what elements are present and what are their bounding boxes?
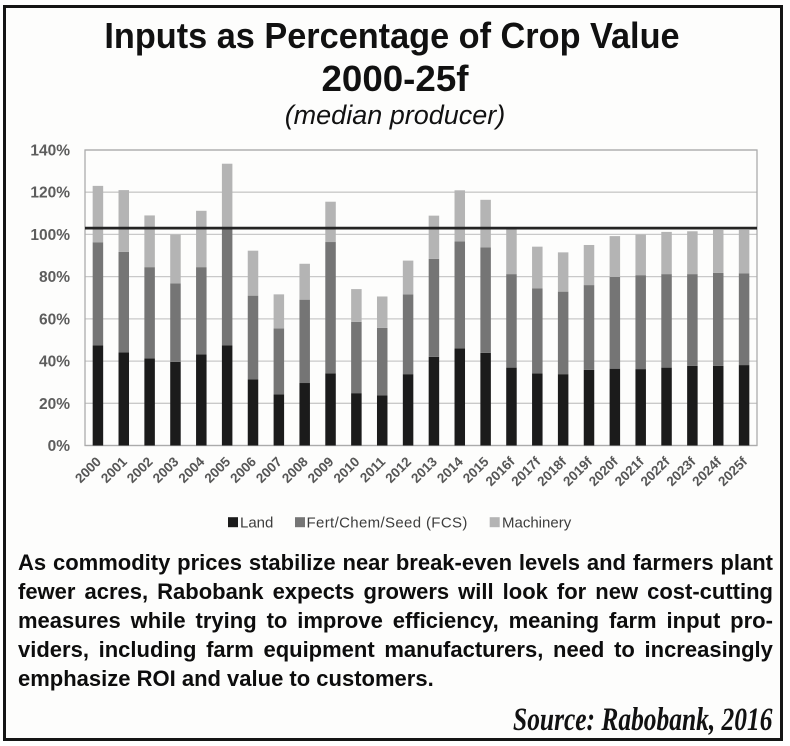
svg-text:2006: 2006: [227, 454, 259, 486]
svg-text:2001: 2001: [98, 454, 130, 486]
svg-text:60%: 60%: [39, 311, 70, 328]
svg-text:2025f: 2025f: [715, 454, 750, 489]
svg-text:40%: 40%: [39, 354, 70, 371]
svg-text:2014: 2014: [434, 454, 466, 486]
svg-text:100%: 100%: [30, 227, 70, 244]
svg-text:2005: 2005: [201, 454, 233, 486]
svg-text:2008: 2008: [279, 454, 311, 486]
svg-text:2012: 2012: [382, 454, 414, 486]
svg-text:2007: 2007: [253, 454, 285, 486]
svg-text:2009: 2009: [305, 454, 337, 486]
svg-text:2010: 2010: [331, 454, 363, 486]
svg-text:Land: Land: [240, 515, 273, 532]
svg-text:0%: 0%: [48, 438, 71, 455]
svg-text:2000: 2000: [72, 454, 104, 486]
svg-text:2002: 2002: [124, 454, 156, 486]
svg-text:140%: 140%: [30, 143, 70, 160]
svg-text:2004: 2004: [176, 454, 208, 486]
svg-text:2013: 2013: [408, 454, 440, 486]
svg-text:Machinery: Machinery: [502, 515, 572, 532]
svg-text:Fert/Chem/Seed (FCS): Fert/Chem/Seed (FCS): [307, 515, 468, 532]
svg-text:80%: 80%: [39, 269, 70, 286]
svg-text:20%: 20%: [39, 396, 70, 413]
svg-text:2003: 2003: [150, 454, 182, 486]
svg-text:2011: 2011: [357, 454, 389, 486]
svg-text:120%: 120%: [30, 185, 70, 202]
